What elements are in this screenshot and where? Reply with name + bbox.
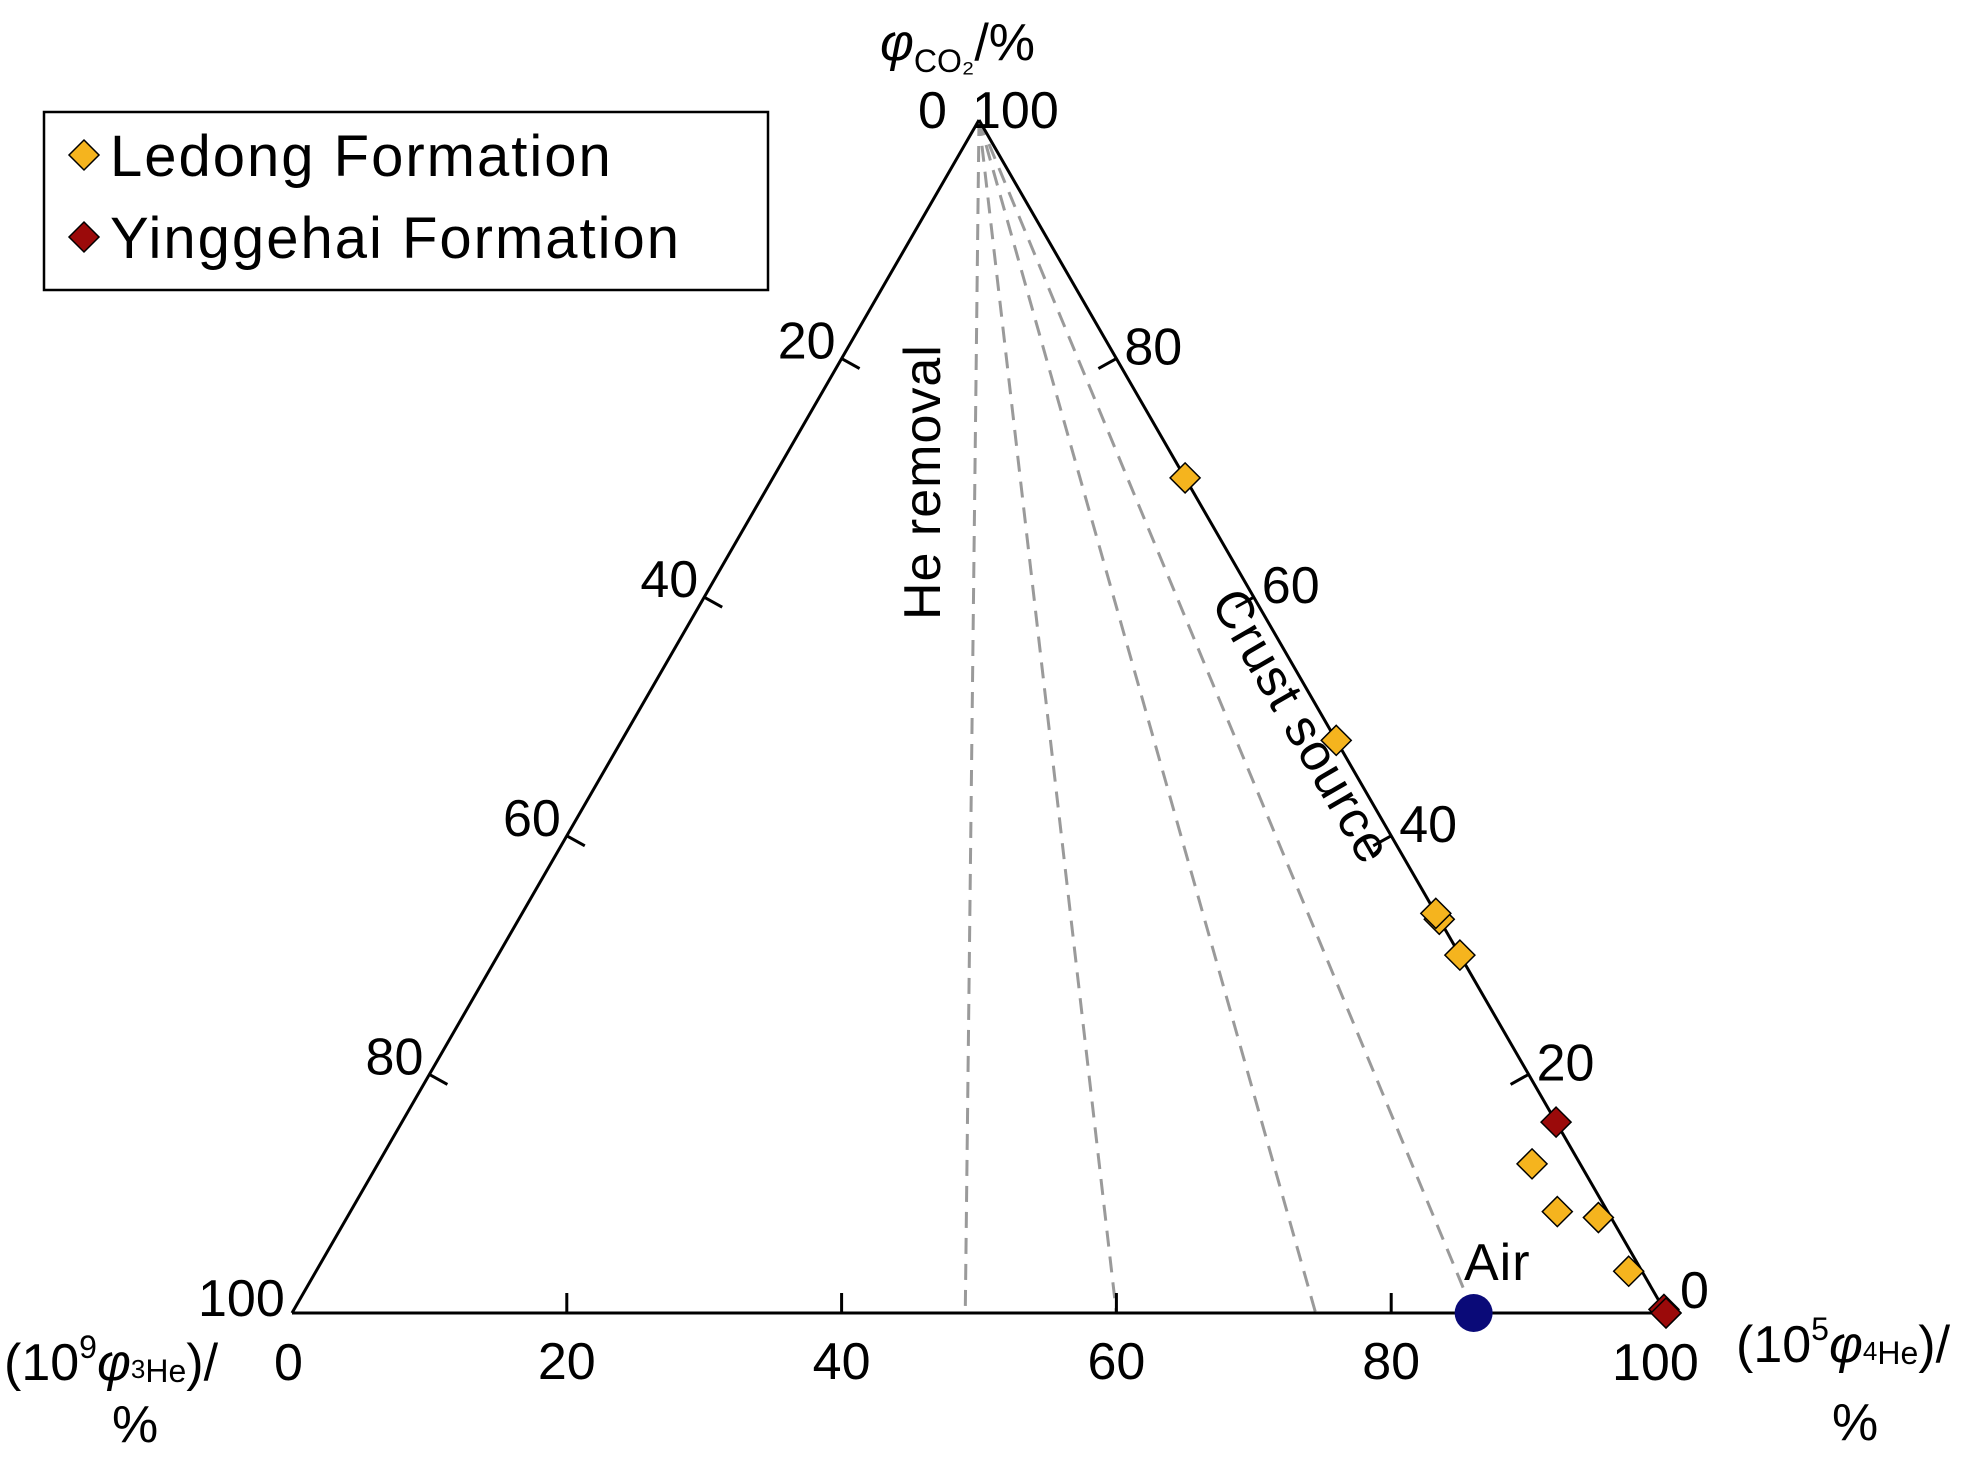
right-axis-title: (105φ4He)/ [1736,1311,1951,1374]
legend-box [42,110,770,292]
left-corner-label-100: 100 [198,1270,285,1328]
ledong-point-2 [1320,724,1353,757]
top-corner-label-0: 0 [918,82,947,140]
data-points [1169,461,1683,1332]
right-axis-symbol: φ [1829,1316,1863,1374]
right-axis-subscript: He [1877,1335,1918,1371]
top-axis-title: φCO₂/% [880,14,1035,79]
left-axis-prefix: (10 [4,1334,79,1392]
bottom-tick-label-60: 60 [1087,1333,1145,1391]
right-corner-label-0: 0 [1680,1262,1709,1320]
air-point [1454,1294,1493,1332]
left-tick-40 [703,595,723,609]
left-axis-pre-subscript: 3 [131,1354,145,1384]
axis-ticks: 20 20 40 40 60 60 80 80 80 60 40 20 [366,313,1595,1391]
top-axis-suffix: /% [974,14,1035,72]
right-tick-label-80: 80 [1124,319,1182,377]
right-tick-60 [1235,595,1255,609]
ledong-point-6 [1515,1147,1549,1180]
right-axis-pre-subscript: 4 [1863,1336,1877,1366]
right-axis-suffix: )/ [1918,1316,1950,1374]
corner-labels: 0 100 100 0 0 100 [198,82,1709,1392]
right-tick-label-20: 20 [1537,1034,1595,1092]
left-tick-20 [840,357,861,370]
left-axis-superscript: 9 [79,1329,97,1365]
legend-label-ledong: Ledong Formation [110,124,613,189]
ledong-point-5 [1443,939,1476,972]
right-axis-prefix: (10 [1736,1316,1811,1374]
triangle-axes [290,119,1668,1315]
right-tick-40 [1372,834,1392,848]
right-tick-20 [1509,1073,1530,1086]
bottom-tick-label-20: 20 [538,1333,596,1391]
left-axis-unit: % [112,1396,158,1454]
axis-titles: φCO₂/% (109φ3He)/ % (105φ4He)/ % [4,14,1951,1454]
left-tick-80 [428,1073,449,1086]
air-annotation: Air [1464,1234,1531,1292]
right-tick-label-40: 40 [1399,796,1457,854]
legend-label-yinggehai: Yinggehai Formation [110,206,681,271]
legend-marker-ledong [67,138,101,172]
yinggehai-point-1 [1540,1106,1573,1139]
left-tick-label-20: 20 [778,313,836,371]
right-tick-80 [1097,357,1118,370]
ledong-point-4 [1419,897,1452,930]
reference-line-2 [977,119,1118,1314]
bottom-tick-label-80: 80 [1362,1333,1420,1391]
left-tick-60 [566,834,586,848]
ledong-point-1 [1169,461,1202,494]
left-tick-label-40: 40 [640,551,698,609]
top-axis-symbol: φ [880,14,914,72]
left-tick-label-80: 80 [366,1028,424,1086]
legend-marker-yinggehai [67,220,101,254]
left-axis-subscript: He [145,1353,186,1389]
legend: Ledong Formation Yinggehai Formation [42,110,770,292]
reference-lines [963,119,1476,1314]
left-corner-label-0: 0 [274,1334,303,1392]
top-corner-label-100: 100 [972,82,1059,140]
right-corner-label-100: 100 [1612,1334,1699,1392]
left-tick-label-60: 60 [503,790,561,848]
reference-line-4 [977,119,1476,1314]
right-axis-superscript: 5 [1811,1311,1829,1347]
left-axis-suffix: )/ [186,1334,218,1392]
top-axis-subscript: CO₂ [914,43,974,79]
he-removal-annotation: He removal [894,344,952,620]
left-axis-symbol: φ [97,1334,131,1392]
ledong-point-8 [1582,1201,1615,1234]
ledong-point-7 [1541,1195,1574,1228]
reference-line-1 [963,119,981,1314]
yinggehai-point-3 [1649,1296,1683,1330]
left-axis-title: (109φ3He)/ [4,1329,219,1392]
right-tick-label-60: 60 [1262,557,1320,615]
right-axis-unit: % [1832,1394,1878,1452]
left-edge [290,119,981,1314]
bottom-tick-label-40: 40 [813,1333,871,1391]
ledong-point-9 [1612,1255,1645,1288]
